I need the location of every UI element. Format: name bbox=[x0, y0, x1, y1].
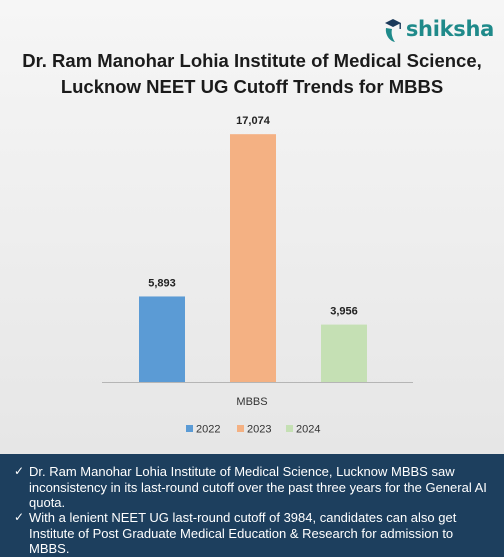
bar-2023 bbox=[230, 134, 276, 382]
bar-chart: 5,893 17,074 3,956 MBBS 2022 2023 2024 bbox=[102, 115, 413, 436]
legend-swatch-2023 bbox=[237, 425, 244, 432]
chart-title: Dr. Ram Manohar Lohia Institute of Medic… bbox=[20, 48, 484, 100]
note-item: ✓ With a lenient NEET UG last-round cuto… bbox=[14, 510, 494, 557]
bar-2022 bbox=[139, 296, 185, 382]
chart-title-line-1: Dr. Ram Manohar Lohia Institute of Medic… bbox=[22, 50, 482, 71]
legend-swatch-2024 bbox=[286, 425, 293, 432]
bar-2024 bbox=[321, 324, 367, 382]
x-tick-label: MBBS bbox=[236, 396, 267, 408]
graduation-cap-icon bbox=[384, 19, 401, 42]
data-label-2024: 3,956 bbox=[330, 306, 358, 318]
legend-swatch-2022 bbox=[186, 425, 193, 432]
data-label-2022: 5,893 bbox=[148, 277, 176, 289]
note-text: Dr. Ram Manohar Lohia Institute of Medic… bbox=[29, 464, 487, 510]
legend-label-2023: 2023 bbox=[247, 424, 271, 436]
chart-title-line-2: Lucknow NEET UG Cutoff Trends for MBBS bbox=[60, 76, 444, 97]
legend-label-2022: 2022 bbox=[196, 424, 220, 436]
data-label-2023: 17,074 bbox=[236, 115, 271, 127]
legend-label-2024: 2024 bbox=[296, 424, 320, 436]
notes-panel: ✓ Dr. Ram Manohar Lohia Institute of Med… bbox=[0, 454, 504, 557]
note-text: With a lenient NEET UG last-round cutoff… bbox=[29, 510, 457, 556]
note-item: ✓ Dr. Ram Manohar Lohia Institute of Med… bbox=[14, 464, 494, 511]
brand-name: shiksha bbox=[405, 17, 494, 41]
checkmark-icon: ✓ bbox=[14, 510, 25, 524]
brand-logo[interactable]: shiksha bbox=[382, 12, 494, 46]
checkmark-icon: ✓ bbox=[14, 464, 25, 478]
